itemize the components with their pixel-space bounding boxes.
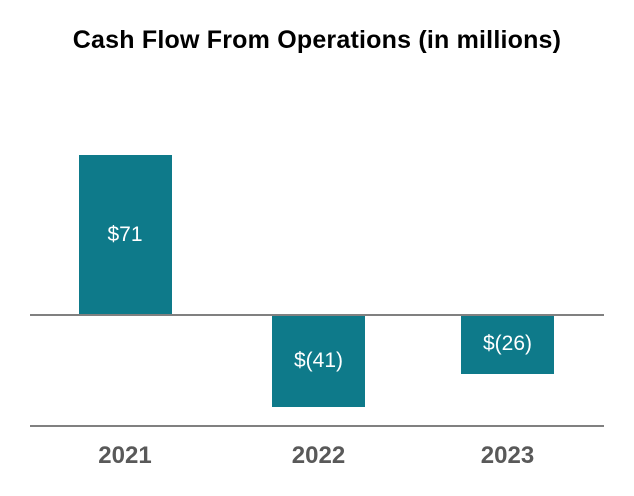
bar-value-label: $(26)	[482, 332, 533, 356]
bar-2021: $71	[78, 155, 172, 315]
x-tick-label-2021: 2021	[98, 442, 152, 469]
x-tick-label-2023: 2023	[480, 442, 535, 469]
bar-value-label: $(41)	[293, 349, 344, 373]
bar-value-label: $71	[107, 223, 143, 247]
zero-axis-line	[30, 314, 604, 316]
chart-title: Cash Flow From Operations (in millions)	[72, 26, 562, 54]
x-tick-label-2022: 2022	[291, 442, 346, 469]
bar-2022: $(41)	[272, 315, 365, 408]
x-axis-line	[30, 425, 604, 427]
bar-2023: $(26)	[461, 315, 554, 374]
